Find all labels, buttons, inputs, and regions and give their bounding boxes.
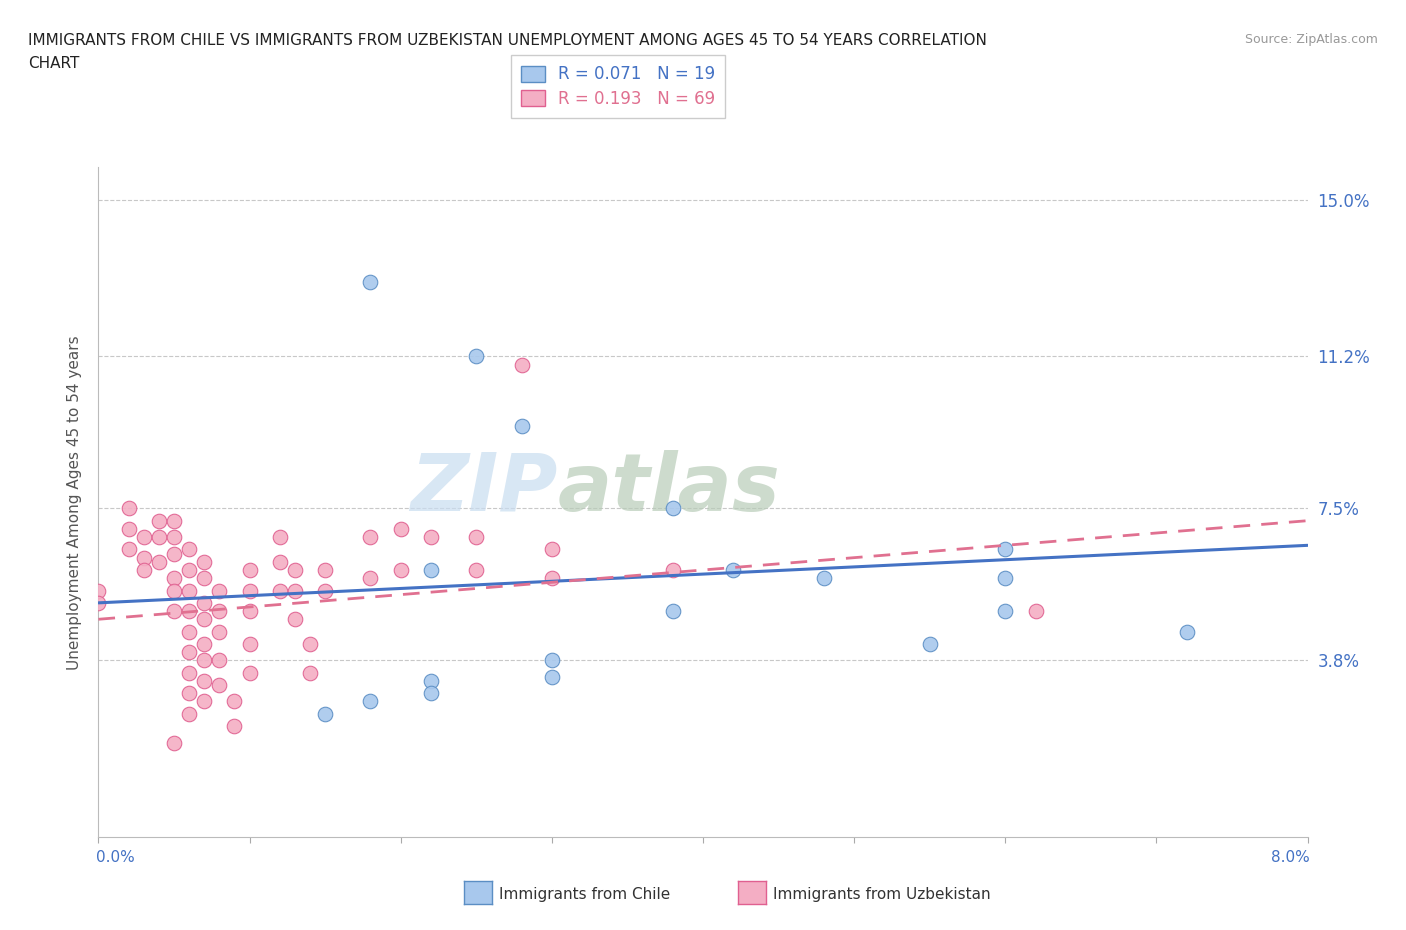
Point — [239, 563, 262, 578]
Point — [269, 530, 291, 545]
Point — [465, 530, 488, 545]
Text: IMMIGRANTS FROM CHILE VS IMMIGRANTS FROM UZBEKISTAN UNEMPLOYMENT AMONG AGES 45 T: IMMIGRANTS FROM CHILE VS IMMIGRANTS FROM… — [28, 33, 987, 47]
Point — [132, 551, 155, 565]
Point — [132, 530, 155, 545]
Point — [299, 665, 322, 680]
Point — [193, 636, 215, 651]
Point — [360, 694, 382, 709]
Point — [193, 694, 215, 709]
Point — [163, 530, 186, 545]
Point — [284, 583, 307, 598]
Point — [269, 583, 291, 598]
Point — [148, 513, 170, 528]
Point — [541, 670, 564, 684]
Point — [224, 694, 246, 709]
Text: atlas: atlas — [558, 450, 780, 528]
Point — [994, 571, 1017, 586]
Point — [179, 624, 201, 639]
Point — [193, 571, 215, 586]
Point — [179, 685, 201, 700]
Point — [420, 685, 443, 700]
Point — [420, 530, 443, 545]
Point — [179, 665, 201, 680]
Point — [208, 604, 231, 618]
Point — [360, 530, 382, 545]
Point — [163, 513, 186, 528]
Point — [193, 612, 215, 627]
Text: ZIP: ZIP — [411, 450, 558, 528]
Point — [239, 583, 262, 598]
Point — [314, 583, 336, 598]
Point — [224, 719, 246, 734]
Point — [87, 583, 110, 598]
Legend: R = 0.071   N = 19, R = 0.193   N = 69: R = 0.071 N = 19, R = 0.193 N = 69 — [512, 55, 725, 118]
Point — [510, 357, 533, 372]
Point — [465, 349, 488, 364]
Point — [239, 665, 262, 680]
Point — [360, 571, 382, 586]
Text: CHART: CHART — [28, 56, 80, 71]
Point — [148, 530, 170, 545]
Point — [208, 678, 231, 693]
Text: 8.0%: 8.0% — [1271, 850, 1310, 866]
Point — [163, 571, 186, 586]
Point — [163, 546, 186, 561]
Point — [541, 571, 564, 586]
Point — [284, 563, 307, 578]
Text: Source: ZipAtlas.com: Source: ZipAtlas.com — [1244, 33, 1378, 46]
Point — [179, 583, 201, 598]
Point — [465, 563, 488, 578]
Point — [208, 583, 231, 598]
Text: Immigrants from Uzbekistan: Immigrants from Uzbekistan — [773, 887, 991, 902]
Point — [118, 542, 141, 557]
Point — [208, 653, 231, 668]
Point — [208, 624, 231, 639]
Point — [118, 501, 141, 516]
Point — [314, 706, 336, 721]
Point — [918, 636, 941, 651]
Point — [662, 501, 685, 516]
Point — [420, 673, 443, 688]
Point — [193, 673, 215, 688]
Point — [239, 636, 262, 651]
Point — [179, 706, 201, 721]
Point — [299, 636, 322, 651]
Point — [541, 542, 564, 557]
Point — [662, 563, 685, 578]
Point — [148, 554, 170, 569]
Point — [420, 563, 443, 578]
Point — [193, 554, 215, 569]
Point — [193, 595, 215, 610]
Point — [179, 604, 201, 618]
Point — [132, 563, 155, 578]
Point — [87, 595, 110, 610]
Point — [118, 522, 141, 537]
Point — [389, 522, 412, 537]
Point — [510, 418, 533, 433]
Text: Immigrants from Chile: Immigrants from Chile — [499, 887, 671, 902]
Point — [1175, 624, 1198, 639]
Point — [179, 542, 201, 557]
Point — [179, 563, 201, 578]
Point — [360, 275, 382, 290]
Point — [284, 612, 307, 627]
Point — [723, 563, 745, 578]
Point — [1025, 604, 1047, 618]
Point — [179, 644, 201, 659]
Point — [163, 604, 186, 618]
Point — [994, 542, 1017, 557]
Point — [541, 653, 564, 668]
Point — [314, 563, 336, 578]
Point — [994, 604, 1017, 618]
Text: 0.0%: 0.0% — [96, 850, 135, 866]
Point — [163, 583, 186, 598]
Point — [163, 735, 186, 750]
Point — [662, 604, 685, 618]
Y-axis label: Unemployment Among Ages 45 to 54 years: Unemployment Among Ages 45 to 54 years — [67, 335, 83, 670]
Point — [813, 571, 835, 586]
Point — [269, 554, 291, 569]
Point — [389, 563, 412, 578]
Point — [239, 604, 262, 618]
Point — [193, 653, 215, 668]
